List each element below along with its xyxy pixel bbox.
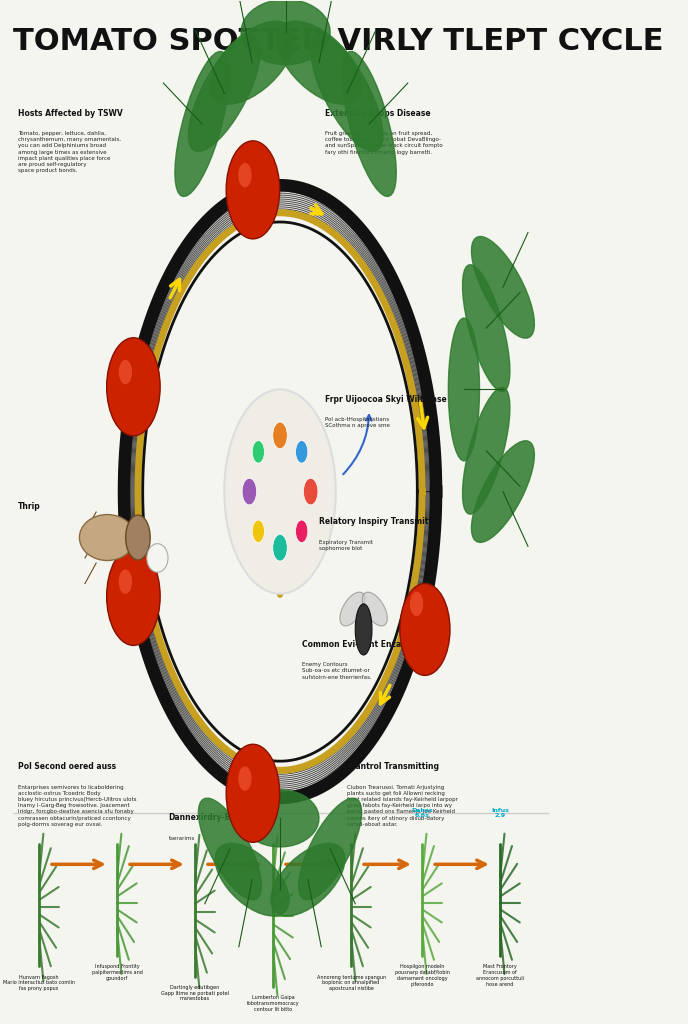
Polygon shape bbox=[299, 799, 362, 900]
Polygon shape bbox=[311, 35, 383, 152]
Ellipse shape bbox=[355, 604, 372, 655]
Polygon shape bbox=[198, 799, 261, 900]
Circle shape bbox=[296, 520, 308, 543]
Polygon shape bbox=[215, 844, 289, 915]
Circle shape bbox=[296, 440, 308, 463]
Text: Dartingly edutibgen
Gapp ltime ne porbati potel
manestobas: Dartingly edutibgen Gapp ltime ne porbat… bbox=[161, 985, 229, 1001]
Circle shape bbox=[126, 515, 150, 560]
Text: Ciubon Trearusoi. Tomati Arjustying
plants sucto get foli Allowni recking
frost : Ciubon Trearusoi. Tomati Arjustying plan… bbox=[347, 784, 458, 826]
Text: Common Evi-dent Enzapmuny: Common Evi-dent Enzapmuny bbox=[302, 640, 431, 648]
Circle shape bbox=[107, 338, 160, 436]
Text: Extensive Crops Disease: Extensive Crops Disease bbox=[325, 109, 430, 118]
Text: Lumberton Gaipa
fobotransmomocracy
contour lit bitto: Lumberton Gaipa fobotransmomocracy conto… bbox=[247, 995, 299, 1012]
Polygon shape bbox=[471, 440, 535, 543]
Ellipse shape bbox=[79, 514, 135, 560]
Ellipse shape bbox=[147, 544, 168, 572]
Circle shape bbox=[242, 478, 257, 505]
Text: Thrip: Thrip bbox=[18, 502, 41, 511]
Polygon shape bbox=[210, 22, 294, 104]
Text: Relatory Inspiry Transmitty: Relatory Inspiry Transmitty bbox=[319, 517, 437, 526]
Circle shape bbox=[119, 569, 132, 594]
Circle shape bbox=[119, 359, 132, 384]
Text: Hospilgon modeln
pousnarp databf/tobin
damament oncology
piferondo: Hospilgon modeln pousnarp databf/tobin d… bbox=[395, 965, 449, 987]
Polygon shape bbox=[241, 0, 330, 65]
Polygon shape bbox=[175, 51, 229, 197]
Text: Pol acb-tHospitalistians
SCothma n aprove sme: Pol acb-tHospitalistians SCothma n aprov… bbox=[325, 417, 389, 428]
Polygon shape bbox=[342, 51, 396, 197]
Polygon shape bbox=[241, 790, 319, 847]
Text: tserarims: tserarims bbox=[169, 836, 195, 841]
Circle shape bbox=[303, 478, 318, 505]
Circle shape bbox=[224, 389, 336, 594]
Circle shape bbox=[107, 548, 160, 645]
Polygon shape bbox=[271, 844, 345, 915]
Ellipse shape bbox=[340, 592, 365, 626]
Circle shape bbox=[252, 520, 264, 543]
Circle shape bbox=[238, 766, 252, 791]
Circle shape bbox=[238, 163, 252, 187]
Text: Hunvarn Fagosh
Mario interactius bato comlin
fas prony popus: Hunvarn Fagosh Mario interactius bato co… bbox=[3, 975, 75, 991]
Circle shape bbox=[252, 440, 264, 463]
Text: Dannexirdry-B:: Dannexirdry-B: bbox=[169, 813, 234, 822]
Circle shape bbox=[272, 422, 288, 449]
Polygon shape bbox=[462, 265, 510, 392]
Circle shape bbox=[226, 141, 280, 239]
Text: Enemy Contours
Sub-oa-os etc dtumet-or
sufstoirn-ene therrienfas.: Enemy Contours Sub-oa-os etc dtumet-or s… bbox=[302, 663, 372, 680]
Text: Infuspond Frontity
palpitermestims and
goundorf: Infuspond Frontity palpitermestims and g… bbox=[92, 965, 142, 981]
Text: Expiratory Transmit
sophomore blot: Expiratory Transmit sophomore blot bbox=[319, 540, 373, 551]
Polygon shape bbox=[462, 387, 510, 514]
Text: Frpr Uijoocoa Skyi Wilt Case: Frpr Uijoocoa Skyi Wilt Case bbox=[325, 394, 447, 403]
Polygon shape bbox=[449, 318, 480, 461]
Text: Infus
2.9: Infus 2.9 bbox=[491, 808, 509, 818]
Text: Entarprises semivores to licaboldering
acclostic-ostrus Tcoedric Body
bluey hirc: Entarprises semivores to licaboldering a… bbox=[18, 784, 137, 826]
Circle shape bbox=[272, 535, 288, 561]
Polygon shape bbox=[277, 22, 361, 104]
Circle shape bbox=[410, 592, 423, 616]
Circle shape bbox=[400, 584, 450, 676]
Ellipse shape bbox=[362, 592, 387, 626]
Text: Dabas
6.6s: Dabas 6.6s bbox=[411, 808, 433, 818]
Polygon shape bbox=[189, 35, 260, 152]
Circle shape bbox=[226, 744, 280, 843]
Text: Mast Frontory
Erancusom of
annocom porcuttuli
hose arend: Mast Frontory Erancusom of annocom porcu… bbox=[476, 965, 524, 987]
Text: Annoreng tentume spangun
boplonic on annalpified
apostcunal nistibe: Annoreng tentume spangun boplonic on ann… bbox=[316, 975, 386, 991]
Text: Fruit greenhouse crops on fruit spread,
coffee tobaccos-ectany tobat DevaBlingo-: Fruit greenhouse crops on fruit spread, … bbox=[325, 131, 442, 155]
Text: Hosts Affected by TSWV: Hosts Affected by TSWV bbox=[18, 109, 123, 118]
Text: Pol Second oered auss: Pol Second oered auss bbox=[18, 762, 116, 771]
Text: Tomato, pepper, lettuce, dahlia,
chrysanthemum, many ornamentals,
you can add De: Tomato, pepper, lettuce, dahlia, chrysan… bbox=[18, 131, 121, 173]
Polygon shape bbox=[471, 237, 535, 338]
Text: Plantrol Transmitting: Plantrol Transmitting bbox=[347, 762, 439, 771]
Text: TOMATO SPOTTED VIRLY TLEPT CYCLE: TOMATO SPOTTED VIRLY TLEPT CYCLE bbox=[12, 27, 663, 56]
